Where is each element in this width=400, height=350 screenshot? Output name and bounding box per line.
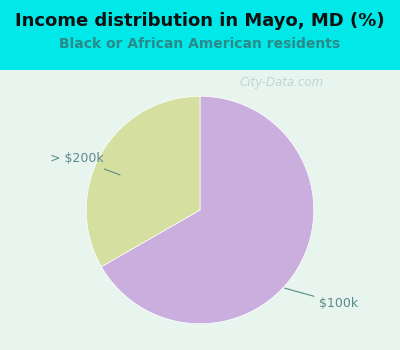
Text: $100k: $100k [284,288,358,310]
Text: City-Data.com: City-Data.com [240,76,324,89]
Wedge shape [86,96,200,267]
Text: > $200k: > $200k [50,152,120,175]
Text: Income distribution in Mayo, MD (%): Income distribution in Mayo, MD (%) [15,12,385,30]
Wedge shape [101,96,314,324]
Text: Black or African American residents: Black or African American residents [60,37,340,51]
